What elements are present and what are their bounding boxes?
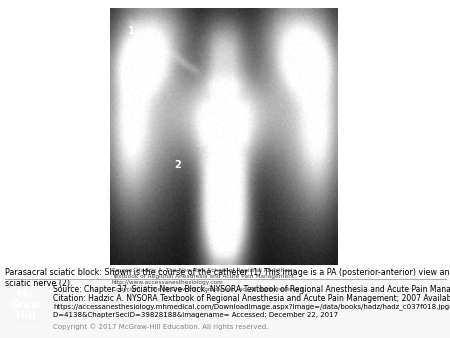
Text: Source: Hadzic A: The New York School of Regional Anesthesia
Textbook of Regiona: Source: Hadzic A: The New York School of…	[112, 268, 305, 292]
Text: Parasacral sciatic block: Shown is the course of the catheter (1) This image is : Parasacral sciatic block: Shown is the c…	[5, 268, 450, 289]
Text: Hill: Hill	[16, 311, 36, 321]
Text: Citation: Hadzic A. NYSORA Textbook of Regional Anesthesia and Acute Pain Manage: Citation: Hadzic A. NYSORA Textbook of R…	[53, 294, 450, 303]
Text: Source: Chapter 37. Sciatic Nerve Block, NYSORA Textbook of Regional Anesthesia : Source: Chapter 37. Sciatic Nerve Block,…	[53, 285, 450, 294]
Text: Graw: Graw	[10, 300, 41, 310]
Text: Mc: Mc	[18, 289, 34, 299]
Text: D=4138&ChapterSecID=39828188&imagename= Accessed: December 22, 2017: D=4138&ChapterSecID=39828188&imagename= …	[53, 312, 338, 318]
Text: Education: Education	[12, 325, 39, 331]
Text: 2: 2	[174, 160, 180, 170]
Text: Copyright © 2017 McGraw-Hill Education. All rights reserved.: Copyright © 2017 McGraw-Hill Education. …	[53, 324, 269, 331]
Text: https://accessanesthesiology.mhmedical.com/DownloadImage.aspx?image=/data/books/: https://accessanesthesiology.mhmedical.c…	[53, 303, 450, 310]
Text: 1: 1	[128, 26, 135, 36]
